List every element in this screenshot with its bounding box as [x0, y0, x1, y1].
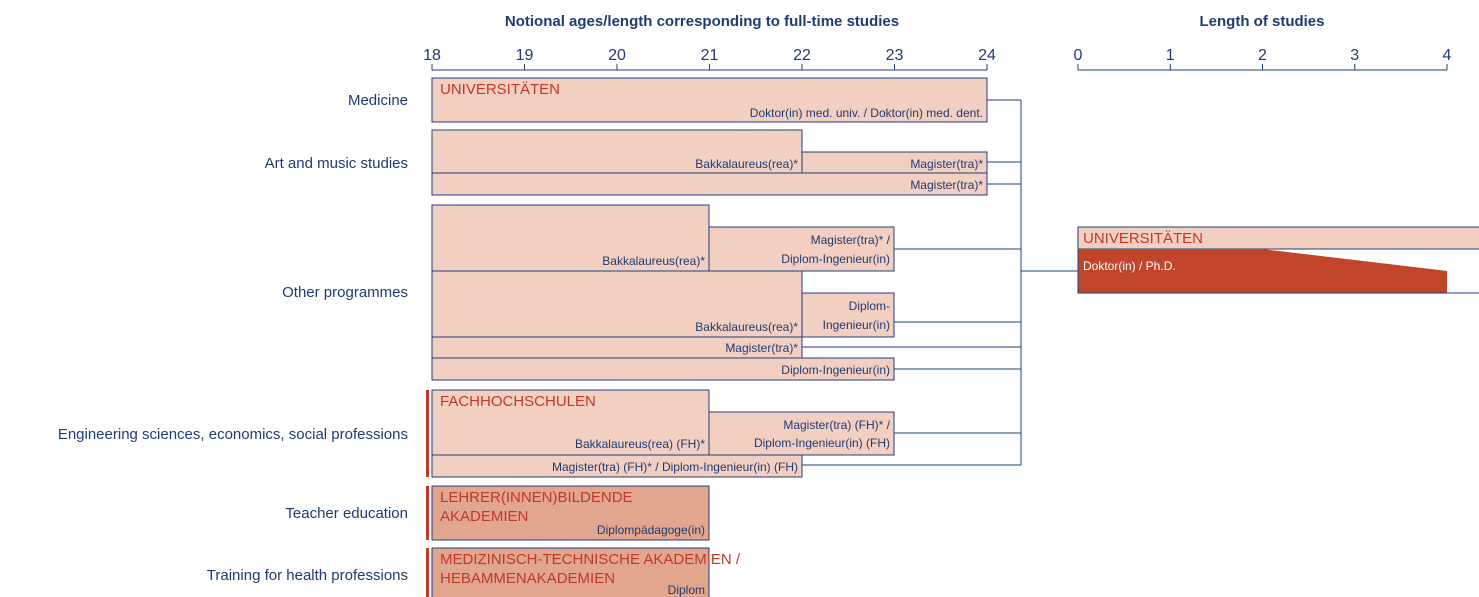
programme: Bakkalaureus(rea)*: [602, 254, 705, 268]
programme: Doktor(in) med. univ. / Doktor(in) med. …: [750, 106, 983, 120]
tick-label: 23: [886, 47, 904, 64]
tick-label: 24: [978, 47, 996, 64]
tick-label: 18: [423, 47, 441, 64]
programme: Magister(tra)*: [910, 178, 983, 192]
programme: Doktor(in) / Ph.D.: [1083, 259, 1176, 273]
tick-label: 3: [1350, 47, 1359, 64]
programme: Diplom-Ingenieur(in): [781, 252, 890, 266]
institution: UNIVERSITÄTEN: [440, 81, 560, 98]
programme: Diplom: [668, 583, 705, 597]
tick-label: 19: [516, 47, 534, 64]
tick-label: 2: [1258, 47, 1267, 64]
institution: AKADEMIEN: [440, 508, 528, 525]
programme: Magister(tra) (FH)* /: [783, 418, 890, 432]
programme: Diplom-: [849, 299, 890, 313]
tick-label: 21: [701, 47, 719, 64]
row-label: Teacher education: [285, 505, 408, 522]
programme: Magister(tra)*: [910, 157, 983, 171]
institutions: UNIVERSITÄTEN FACHHOCHSCHULEN LEHRER(INN…: [440, 81, 1203, 587]
programme: Bakkalaureus(rea)*: [695, 157, 798, 171]
title: Notional ages/length corresponding to fu…: [505, 13, 899, 30]
tick-label: 0: [1074, 47, 1083, 64]
programme: Diplompädagoge(in): [597, 523, 705, 537]
institution: UNIVERSITÄTEN: [1083, 230, 1203, 247]
tick-label: 20: [608, 47, 626, 64]
boxes: [426, 77, 1479, 597]
tick-label: 1: [1166, 47, 1175, 64]
row-label: Other programmes: [282, 284, 408, 301]
programme: Magister(tra)*: [725, 341, 798, 355]
institution: HEBAMMENAKADEMIEN: [440, 570, 615, 587]
tick-label: 4: [1443, 47, 1452, 64]
programme: (2 -: [1452, 275, 1470, 289]
tick-label: 22: [793, 47, 811, 64]
row-label: Engineering sciences, economics, social …: [58, 426, 408, 443]
programme: Magister(tra) (FH)* / Diplom-Ingenieur(i…: [552, 460, 798, 474]
axes: 18 19 20 21 22 23 24 0 1 2 3 4: [423, 47, 1452, 71]
programme: Bakkalaureus(rea)*: [695, 320, 798, 334]
programme: Magister(tra)* /: [811, 233, 891, 247]
programme: Bakkalaureus(rea) (FH)*: [575, 437, 705, 451]
row-labels: Medicine Art and music studies Other pro…: [58, 92, 408, 584]
institution: LEHRER(INNEN)BILDENDE: [440, 489, 633, 506]
title: Length of studies: [1200, 13, 1325, 30]
institution: FACHHOCHSCHULEN: [440, 393, 596, 410]
institution: MEDIZINISCH-TECHNISCHE AKADEMIEN /: [440, 551, 741, 568]
row-label: Medicine: [348, 92, 408, 109]
row-label: Training for health professions: [207, 567, 408, 584]
connectors: [802, 99, 1078, 466]
programme: Diplom-Ingenieur(in) (FH): [754, 436, 890, 450]
programme: Diplom-Ingenieur(in): [781, 363, 890, 377]
programmes: Doktor(in) med. univ. / Doktor(in) med. …: [552, 106, 983, 597]
row-label: Art and music studies: [265, 155, 408, 172]
programme: Ingenieur(in): [823, 318, 890, 332]
